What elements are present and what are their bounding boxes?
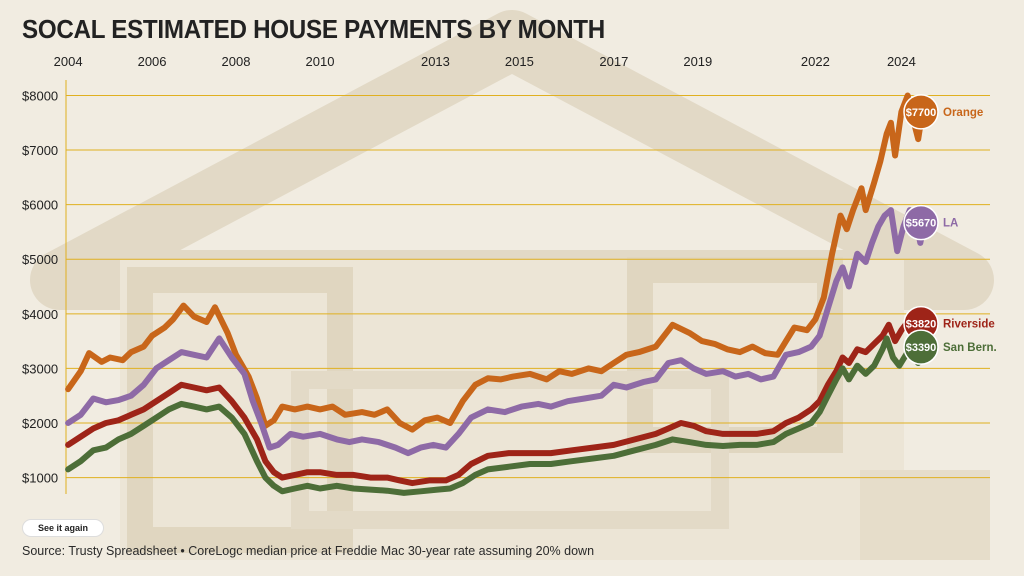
x-tick-label: 2004 bbox=[54, 54, 83, 69]
x-tick-label: 2022 bbox=[801, 54, 830, 69]
end-marker-san-bern bbox=[903, 329, 939, 365]
series-name-label-orange: Orange bbox=[943, 107, 983, 119]
end-labels: $7700 Orange $5670 LA $3820 Riverside $3390 San… bbox=[903, 94, 997, 365]
end-marker-orange bbox=[903, 94, 939, 130]
series-line-la bbox=[65, 207, 928, 457]
end-value-label-la: $5670 bbox=[906, 218, 937, 230]
y-tick-label: $7000 bbox=[22, 143, 58, 158]
x-tick-label: 2015 bbox=[505, 54, 534, 69]
y-tick-label: $4000 bbox=[22, 307, 58, 322]
see-it-again-button[interactable]: See it again bbox=[22, 519, 104, 537]
y-tick-label: $2000 bbox=[22, 416, 58, 431]
x-tick-label: 2008 bbox=[222, 54, 251, 69]
source-note: Source: Trusty Spreadsheet • CoreLogc me… bbox=[22, 544, 595, 558]
series-name-label-la: LA bbox=[943, 218, 958, 230]
end-value-label-orange: $7700 bbox=[906, 107, 937, 119]
series-name-label-riverside: Riverside bbox=[943, 319, 995, 331]
y-tick-label: $8000 bbox=[22, 88, 58, 103]
y-tick-label: $5000 bbox=[22, 252, 58, 267]
y-tick-label: $6000 bbox=[22, 198, 58, 213]
y-tick-label: $1000 bbox=[22, 471, 58, 486]
axes: $1000 $2000 $3000 $4000 $5000 $6000 $7000 $8000… bbox=[22, 54, 916, 494]
x-tick-label: 2017 bbox=[599, 54, 628, 69]
series-line-riverside bbox=[65, 313, 926, 487]
series-line-orange bbox=[65, 92, 926, 433]
series-name-label-san-bern: San Bern. bbox=[943, 342, 997, 354]
x-tick-label: 2013 bbox=[421, 54, 450, 69]
chart-title: SOCAL ESTIMATED HOUSE PAYMENTS BY MONTH bbox=[22, 14, 605, 44]
x-tick-label: 2010 bbox=[306, 54, 335, 69]
end-value-label-san-bern: $3390 bbox=[906, 342, 937, 354]
series-line-san-bern bbox=[65, 335, 926, 496]
end-marker-la bbox=[903, 204, 939, 241]
x-tick-label: 2024 bbox=[887, 54, 916, 69]
end-value-label-riverside: $3820 bbox=[906, 319, 937, 331]
x-tick-label: 2006 bbox=[138, 54, 167, 69]
x-tick-label: 2019 bbox=[683, 54, 712, 69]
y-tick-label: $3000 bbox=[22, 361, 58, 376]
series-lines bbox=[65, 92, 928, 496]
